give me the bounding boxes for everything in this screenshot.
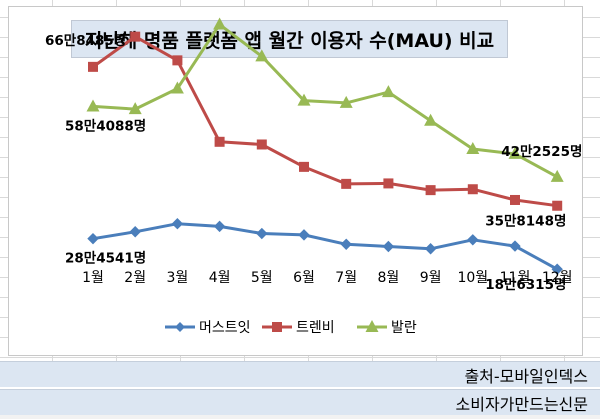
data-point-marker (424, 113, 438, 126)
data-label: 28만4541명 (65, 250, 146, 267)
data-point-marker (551, 263, 563, 275)
x-tick-label: 5월 (251, 270, 273, 286)
publisher-credit: 소비자가만드는신문 (0, 389, 600, 415)
x-tick-label: 11월 (500, 270, 531, 286)
data-point-marker (172, 55, 183, 66)
data-point-marker (299, 161, 309, 172)
x-tick-label: 7월 (335, 270, 357, 286)
data-point-marker (298, 229, 310, 241)
data-label: 58만4088명 (65, 117, 146, 134)
data-point-marker (466, 141, 480, 154)
data-point-marker (128, 102, 142, 115)
data-point-marker (341, 178, 352, 189)
data-point-marker (467, 234, 479, 246)
line-chart: 1월 2월 3월 4월 5월 6월 7월 8월 9월 10월 11월 12월 66만8485명 58만40… (45, 17, 582, 336)
data-point-marker (256, 139, 267, 150)
data-label: 42만2525명 (501, 143, 582, 160)
data-point-marker (87, 232, 99, 245)
data-point-marker (214, 136, 225, 147)
data-label: 66만8485명 (45, 32, 126, 49)
series-line-2 (92, 23, 558, 179)
data-point-marker (508, 146, 522, 159)
publisher-text: 소비자가만드는신문 (455, 394, 588, 414)
data-point-marker (382, 240, 395, 253)
data-point-marker (509, 240, 521, 252)
data-point-marker (297, 93, 311, 106)
data-point-marker (552, 200, 563, 211)
data-point-marker (510, 194, 520, 205)
source-credit: 출처-모바일인덱스 (0, 361, 600, 387)
legend-marker (175, 322, 185, 332)
data-point-marker (130, 31, 141, 42)
data-point-marker (550, 169, 564, 182)
data-point-marker (424, 243, 437, 255)
x-tick-label: 9월 (420, 270, 442, 286)
legend-marker (365, 320, 379, 332)
x-tick-label: 1월 (82, 270, 104, 286)
chart-area (8, 6, 583, 356)
data-point-marker (213, 220, 226, 233)
x-tick-label: 10월 (457, 270, 488, 286)
data-point-marker (129, 226, 141, 238)
data-label: 18만6315명 (485, 276, 566, 293)
x-tick-label: 4월 (209, 270, 231, 286)
x-tick-label: 12월 (542, 270, 573, 286)
data-point-marker (383, 178, 394, 189)
data-point-marker (339, 95, 353, 108)
chart-title: 지난해 명품 플랫폼 앱 월간 이용자 수(MAU) 비교 (71, 20, 508, 58)
data-point-marker (171, 217, 184, 230)
series-line-1 (92, 35, 558, 208)
data-label: 35만8148명 (485, 213, 566, 230)
series-line-0 (92, 222, 558, 271)
data-point-marker (256, 227, 268, 240)
data-point-marker (86, 99, 100, 112)
data-point-marker (340, 238, 352, 250)
data-point-marker (213, 17, 227, 30)
source-text: 출처-모바일인덱스 (464, 366, 588, 386)
legend-label: 트렌비 (296, 320, 335, 336)
legend-marker (272, 322, 282, 332)
data-point-marker (88, 61, 98, 72)
x-tick-label: 2월 (124, 270, 146, 286)
x-tick-label: 3월 (167, 270, 189, 286)
legend-label: 머스트잇 (199, 320, 251, 336)
x-tick-label: 8월 (378, 270, 400, 286)
data-point-marker (170, 81, 184, 94)
x-tick-label: 6월 (293, 270, 315, 286)
data-point-marker (467, 184, 478, 195)
data-point-marker (425, 185, 436, 196)
data-point-marker (381, 85, 395, 98)
data-point-marker (255, 49, 269, 62)
legend-label: 발란 (391, 320, 417, 336)
divider (0, 415, 600, 419)
divider (0, 387, 600, 389)
